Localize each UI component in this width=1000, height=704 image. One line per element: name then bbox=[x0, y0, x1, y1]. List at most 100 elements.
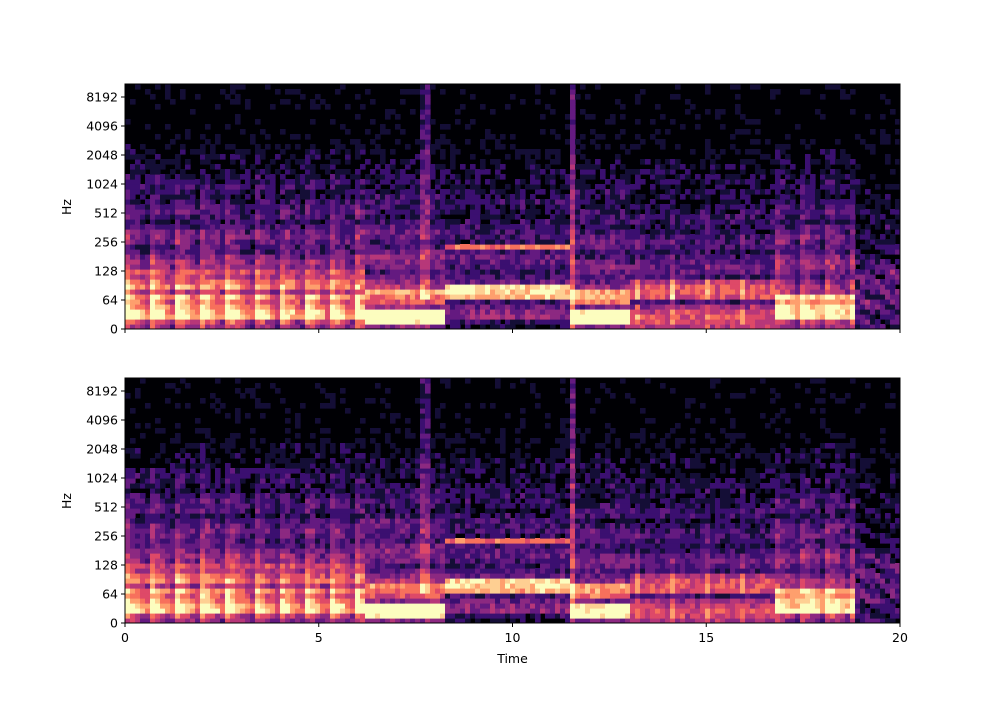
heatmap-cell bbox=[305, 179, 311, 185]
heatmap-cell bbox=[220, 314, 226, 320]
heatmap-cell bbox=[405, 144, 411, 150]
heatmap-cell bbox=[760, 304, 766, 310]
heatmap-cell bbox=[305, 199, 311, 205]
heatmap-cell bbox=[150, 319, 156, 325]
heatmap-cell bbox=[820, 249, 826, 255]
heatmap-cell bbox=[350, 284, 356, 290]
heatmap-cell bbox=[650, 174, 656, 180]
heatmap-cell bbox=[460, 289, 466, 295]
heatmap-cell bbox=[665, 179, 671, 185]
heatmap-cell bbox=[160, 264, 166, 270]
heatmap-cell bbox=[595, 159, 601, 165]
heatmap-cell bbox=[165, 259, 171, 265]
heatmap-cell bbox=[605, 179, 611, 185]
heatmap-cell bbox=[455, 284, 461, 290]
heatmap-cell bbox=[415, 299, 421, 305]
heatmap-cell bbox=[185, 199, 191, 205]
heatmap-cell bbox=[290, 224, 296, 230]
heatmap-cell bbox=[725, 234, 731, 240]
heatmap-cell bbox=[685, 244, 691, 250]
heatmap-cell bbox=[180, 239, 186, 245]
heatmap-cell bbox=[425, 184, 431, 190]
heatmap-cell bbox=[175, 309, 181, 315]
heatmap-cell bbox=[550, 274, 556, 280]
heatmap-cell bbox=[135, 219, 141, 225]
heatmap-cell bbox=[575, 264, 581, 270]
heatmap-cell bbox=[635, 144, 641, 150]
heatmap-cell bbox=[585, 259, 591, 265]
heatmap-cell bbox=[305, 194, 311, 200]
heatmap-cell bbox=[810, 289, 816, 295]
heatmap-cell bbox=[670, 284, 676, 290]
heatmap-cell bbox=[355, 154, 361, 160]
heatmap-cell bbox=[805, 314, 811, 320]
heatmap-cell bbox=[350, 249, 356, 255]
heatmap-cell bbox=[775, 199, 781, 205]
heatmap-cell bbox=[175, 249, 181, 255]
heatmap-cell bbox=[180, 274, 186, 280]
heatmap-cell bbox=[180, 259, 186, 265]
heatmap-cell bbox=[735, 274, 741, 280]
heatmap-cell bbox=[615, 154, 621, 160]
heatmap-cell bbox=[615, 324, 621, 329]
heatmap-cell bbox=[125, 314, 131, 320]
heatmap-cell bbox=[450, 239, 456, 245]
heatmap-cell bbox=[850, 194, 856, 200]
heatmap-cell bbox=[290, 179, 296, 185]
heatmap-cell bbox=[330, 214, 336, 220]
heatmap-cell bbox=[245, 314, 251, 320]
heatmap-cell bbox=[850, 199, 856, 205]
heatmap-cell bbox=[195, 264, 201, 270]
heatmap-cell bbox=[580, 134, 586, 140]
heatmap-cell bbox=[500, 219, 506, 225]
heatmap-cell bbox=[435, 254, 441, 260]
heatmap-cell bbox=[625, 229, 631, 235]
heatmap-cell bbox=[790, 284, 796, 290]
heatmap-cell bbox=[360, 289, 366, 295]
heatmap-cell bbox=[780, 289, 786, 295]
heatmap-cell bbox=[825, 199, 831, 205]
heatmap-cell bbox=[405, 224, 411, 230]
heatmap-cell bbox=[180, 209, 186, 215]
heatmap-cell bbox=[490, 189, 496, 195]
heatmap-cell bbox=[180, 174, 186, 180]
heatmap-cell bbox=[290, 154, 296, 160]
heatmap-cell bbox=[705, 274, 711, 280]
heatmap-cell bbox=[615, 289, 621, 295]
heatmap-cell bbox=[485, 259, 491, 265]
heatmap-cell bbox=[875, 319, 881, 325]
heatmap-cell bbox=[775, 174, 781, 180]
heatmap-cell bbox=[815, 274, 821, 280]
heatmap-cell bbox=[370, 269, 376, 275]
heatmap-cell bbox=[470, 169, 476, 175]
heatmap-cell bbox=[825, 159, 831, 165]
heatmap-cell bbox=[205, 214, 211, 220]
heatmap-cell bbox=[365, 324, 371, 329]
heatmap-cell bbox=[530, 179, 536, 185]
heatmap-cell bbox=[830, 209, 836, 215]
heatmap-cell bbox=[185, 239, 191, 245]
heatmap-cell bbox=[260, 314, 266, 320]
heatmap-cell bbox=[725, 304, 731, 310]
heatmap-cell bbox=[300, 279, 306, 285]
heatmap-cell bbox=[775, 289, 781, 295]
heatmap-cell bbox=[380, 199, 386, 205]
heatmap-cell bbox=[765, 274, 771, 280]
heatmap-cell bbox=[420, 294, 426, 300]
heatmap-cell bbox=[395, 214, 401, 220]
heatmap-cell bbox=[240, 84, 246, 90]
heatmap-cell bbox=[815, 254, 821, 260]
heatmap-cell bbox=[885, 309, 891, 315]
heatmap-cell bbox=[180, 199, 186, 205]
heatmap-cell bbox=[295, 304, 301, 310]
heatmap-cell bbox=[130, 154, 136, 160]
heatmap-cell bbox=[730, 289, 736, 295]
heatmap-cell bbox=[420, 169, 426, 175]
heatmap-cell bbox=[560, 254, 566, 260]
heatmap-cell bbox=[750, 219, 756, 225]
heatmap-cell bbox=[345, 209, 351, 215]
heatmap-cell bbox=[350, 314, 356, 320]
heatmap-cell bbox=[400, 179, 406, 185]
heatmap-cell bbox=[620, 174, 626, 180]
heatmap-cell bbox=[300, 184, 306, 190]
